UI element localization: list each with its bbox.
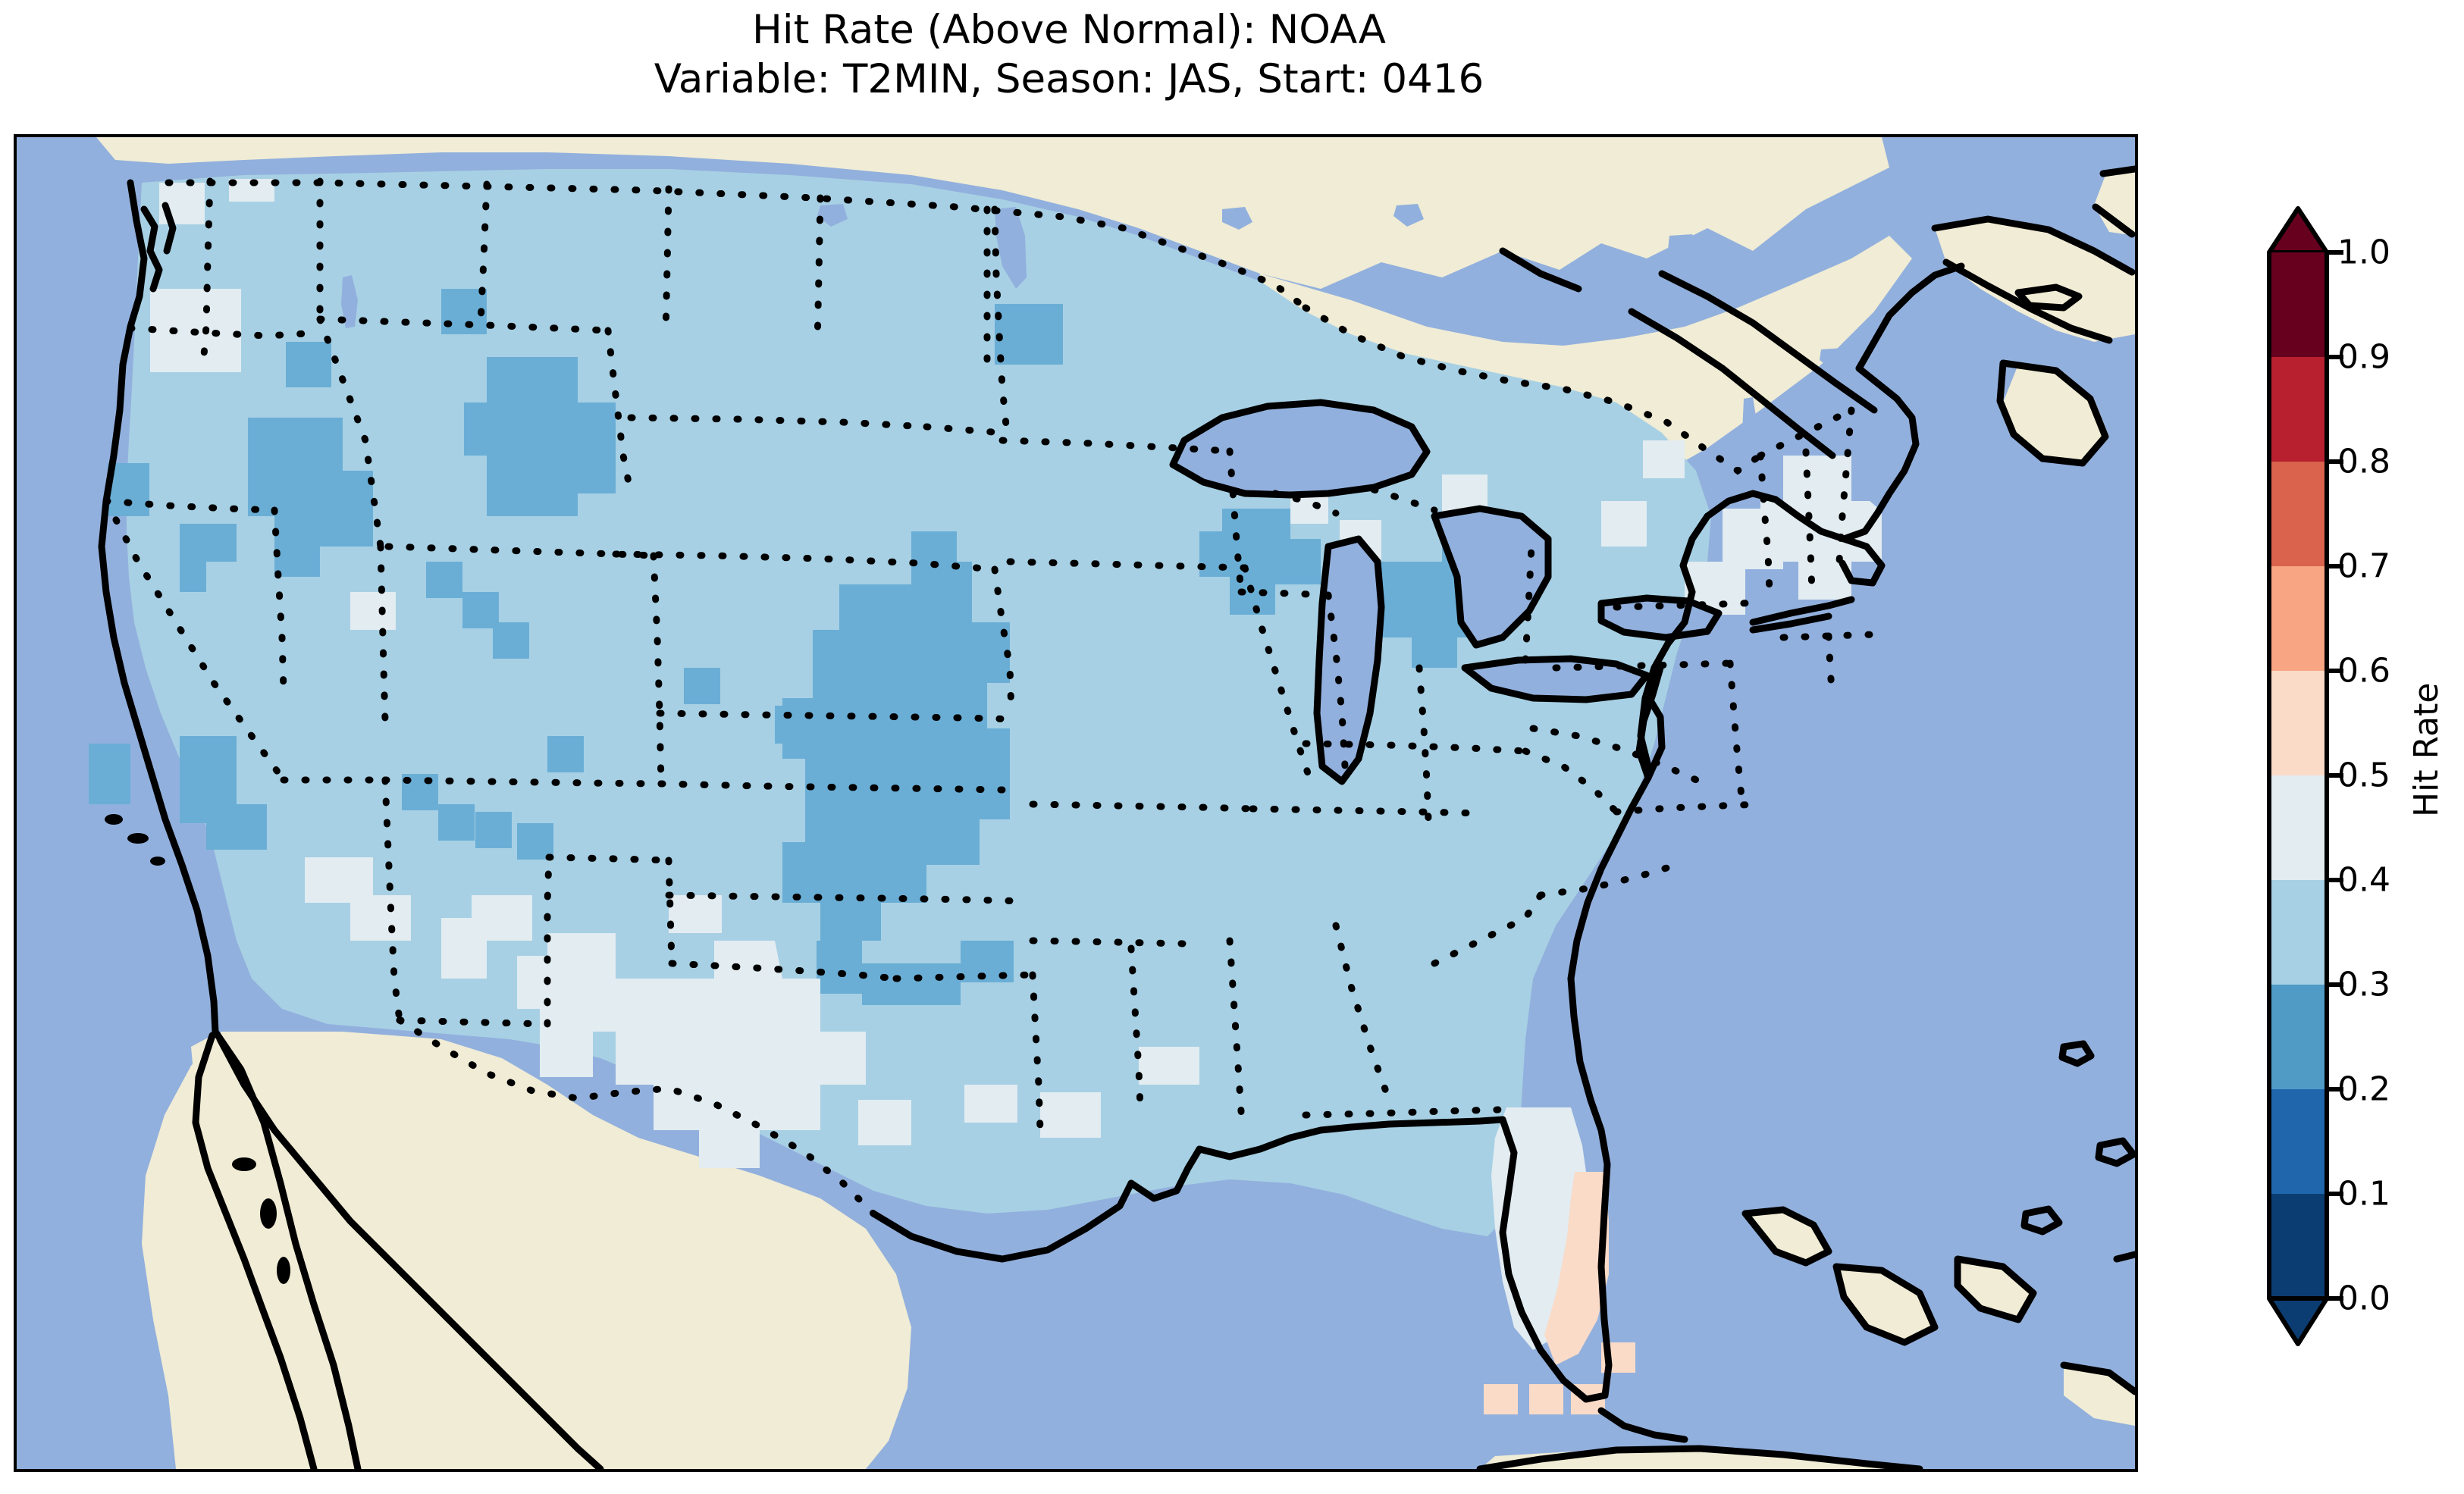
cell-0p4-0p5 [964, 1085, 1017, 1123]
lake-great-salt [1914, 316, 1942, 342]
cb-seg-0p0-0p1 [2269, 1194, 2327, 1298]
cell-0p2-0p3 [911, 531, 957, 565]
cb-tick-0p6: 0.6 [2337, 651, 2390, 691]
cell-0p2-0p3 [817, 941, 862, 994]
lake-small-nw [341, 275, 358, 328]
map-canvas [17, 137, 2135, 1469]
cb-seg-0p8-0p9 [2269, 357, 2327, 462]
colorbar: 1.0 0.9 0.8 0.7 0.6 0.5 0.4 0.3 0.2 0.1 … [2267, 206, 2390, 1383]
cell-0p4-0p5 [1442, 475, 1487, 516]
cell-0p2-0p3 [180, 524, 237, 592]
colorbar-body [2267, 206, 2343, 1383]
cell-0p2-0p3 [438, 804, 475, 841]
cell-0p2-0p3 [286, 342, 331, 387]
title-line-1: Hit Rate (Above Normal): NOAA [752, 7, 1386, 53]
cb-tick-1p0: 1.0 [2337, 233, 2390, 272]
cell-0p5-0p6 [1544, 1172, 1609, 1365]
cb-tick-0p4: 0.4 [2337, 860, 2390, 900]
lake-small-ne3 [1393, 204, 1424, 227]
cell-0p4-0p5 [1139, 1047, 1199, 1085]
cell-0p2-0p3 [475, 812, 512, 848]
cell-0p5-0p6 [1529, 1384, 1563, 1414]
cb-extend-bottom [2267, 1296, 2329, 1346]
lake-sm-2 [1992, 434, 2020, 459]
usa-hit-rate-choropleth [17, 137, 2135, 1469]
cell-0p2-0p3 [464, 357, 616, 516]
cell-0p2-0p3 [775, 706, 820, 744]
cell-0p4-0p5 [1601, 501, 1647, 547]
channel-islands [105, 814, 165, 866]
cb-seg-0p9-1p0 [2269, 252, 2327, 357]
cb-tick-0p5: 0.5 [2337, 756, 2390, 795]
bahamas-2 [1836, 1267, 1935, 1342]
cell-0p4-0p5 [1685, 562, 1745, 615]
cb-ticks [2327, 250, 2343, 1301]
cb-tick-0p0: 0.0 [2337, 1279, 2390, 1318]
cell-0p2-0p3 [995, 304, 1063, 365]
canada-landmass [96, 137, 1889, 289]
cb-seg-0p6-0p7 [2269, 566, 2327, 671]
cb-tick-0p1: 0.1 [2337, 1174, 2390, 1214]
coastlines [98, 165, 2135, 1469]
cell-0p4-0p5 [1723, 509, 1783, 569]
newfoundland [2094, 171, 2135, 236]
cell-0p4-0p5 [441, 895, 532, 979]
cell-0p2-0p3 [547, 736, 584, 772]
lake-superior [1173, 402, 1427, 495]
cell-0p4-0p5 [1040, 1092, 1101, 1138]
cell-0p2-0p3 [862, 963, 961, 1005]
cell-0p4-0p5 [616, 941, 866, 1168]
cb-extend-top [2267, 206, 2329, 255]
cell-0p2-0p3 [248, 418, 373, 577]
cb-seg-0p7-0p8 [2269, 462, 2327, 566]
cb-seg-0p4-0p5 [2269, 775, 2327, 880]
map-axes [14, 134, 2138, 1472]
title-line-2: Variable: T2MIN, Season: JAS, Start: 041… [654, 55, 1484, 102]
cell-0p4-0p5 [669, 895, 722, 933]
cell-0p2-0p3 [426, 562, 462, 598]
lake-small-ne [1668, 234, 1698, 258]
lake-of-the-woods [1222, 207, 1252, 230]
state-borders [102, 177, 1878, 1217]
cell-0p2-0p3 [517, 823, 553, 860]
cb-seg-0p2-0p3 [2269, 985, 2327, 1089]
cb-tick-0p7: 0.7 [2337, 547, 2390, 586]
cell-0p2-0p3 [180, 736, 267, 850]
cell-0p5-0p6 [1484, 1384, 1518, 1414]
cell-0p2-0p3 [108, 463, 149, 516]
lake-small-ne2 [1820, 348, 1850, 371]
cell-0p2-0p3 [493, 622, 529, 659]
cell-0p2-0p3 [782, 562, 1010, 941]
cb-seg-0p1-0p2 [2269, 1089, 2327, 1194]
cb-tick-0p3: 0.3 [2337, 965, 2390, 1004]
baja-california [191, 1035, 358, 1469]
cb-seg-0p3-0p4 [2269, 880, 2327, 985]
chart-title: Hit Rate (Above Normal): NOAA Variable: … [0, 6, 2138, 104]
lake-winnipeg [995, 207, 1027, 289]
cell-0p2-0p3 [684, 668, 720, 704]
cell-0p2-0p3 [89, 744, 130, 804]
cb-seg-0p5-0p6 [2269, 671, 2327, 775]
cell-0p4-0p5 [305, 857, 411, 941]
lake-champlain [1742, 397, 1757, 440]
cell-0p2-0p3 [441, 289, 487, 334]
cell-0p2-0p3 [1199, 509, 1321, 615]
colorbar-swatches [2267, 206, 2343, 1346]
maritimes-landmass [1935, 221, 2135, 342]
colorbar-axis-label: Hit Rate [2407, 682, 2446, 817]
cell-0p4-0p5 [350, 592, 396, 630]
colorbar-segments [2267, 206, 2343, 1346]
cell-0p4-0p5 [1643, 440, 1685, 478]
cell-0p4-0p5 [858, 1100, 911, 1145]
lake-small-c [817, 204, 848, 227]
cb-tick-0p8: 0.8 [2337, 442, 2390, 481]
cb-tick-0p9: 0.9 [2337, 337, 2390, 377]
baja-islands [232, 1157, 290, 1284]
cb-tick-0p2: 0.2 [2337, 1070, 2390, 1109]
cell-0p4-0p5 [517, 933, 646, 1077]
